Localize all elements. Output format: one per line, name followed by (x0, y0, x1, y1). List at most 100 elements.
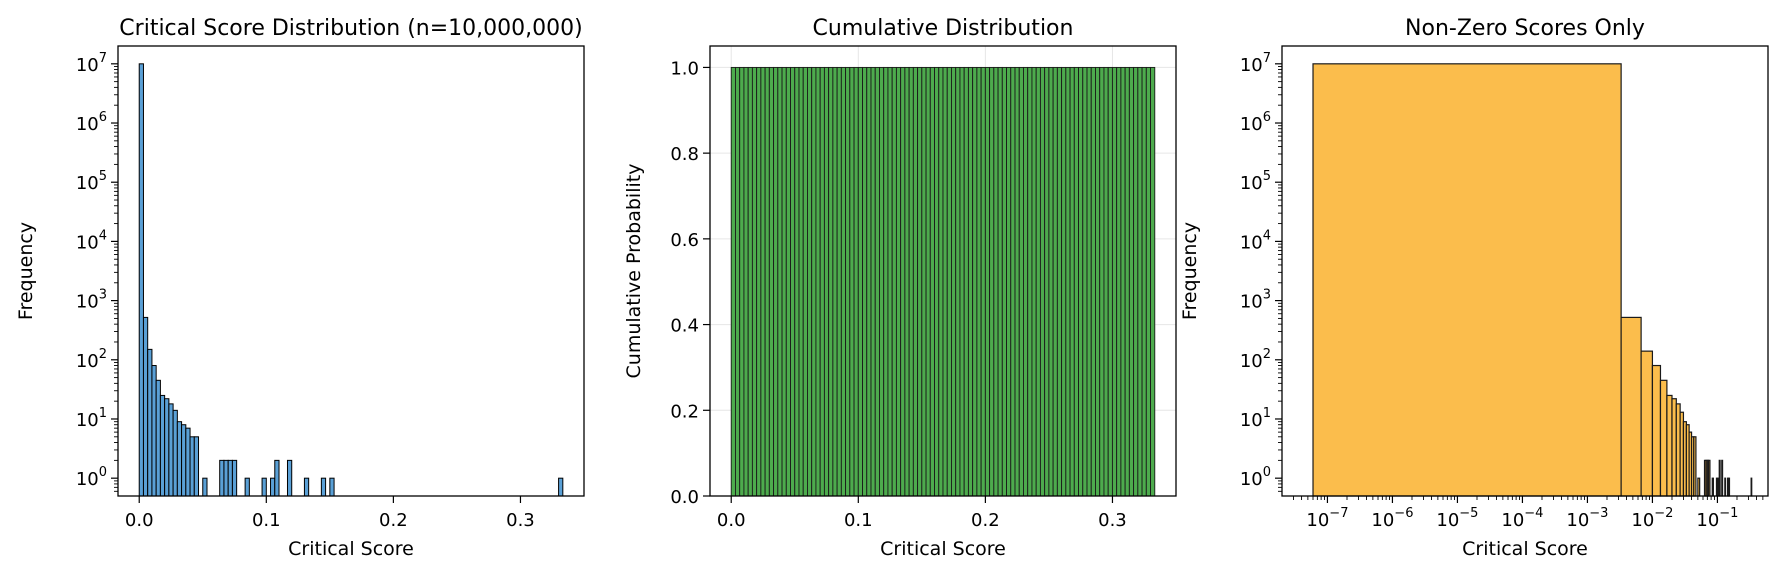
bar (138, 63, 144, 497)
x-axis-label: Critical Score (880, 538, 1006, 560)
bar (963, 66, 969, 497)
bar (189, 436, 195, 497)
bar (1090, 66, 1096, 497)
bar (1666, 394, 1673, 497)
chart-title: Critical Score Distribution (n=10,000,00… (119, 16, 582, 41)
bar (1671, 398, 1677, 497)
bar (874, 66, 880, 497)
bar (286, 459, 293, 497)
bar (976, 66, 982, 497)
bar (1721, 459, 1724, 497)
y-tick-label: 102 (1240, 347, 1271, 372)
bar (1312, 63, 1622, 497)
x-tick-label: 0.2 (971, 510, 1000, 531)
bar (984, 66, 991, 497)
bar (1728, 477, 1731, 497)
bar (1659, 379, 1668, 497)
y-tick-label: 100 (1240, 465, 1271, 490)
bar (997, 66, 1003, 497)
bars (1312, 63, 1753, 497)
x-axis: 0.0 0.1 0.2 0.3 (125, 496, 535, 531)
bar (735, 66, 741, 497)
y-axis-label: Cumulative Probability (623, 164, 645, 379)
bar (1006, 66, 1012, 497)
bar (181, 424, 187, 497)
bar (1133, 66, 1139, 497)
bar (891, 66, 897, 497)
bar (1035, 66, 1041, 497)
bar (739, 66, 745, 497)
chart-title: Cumulative Distribution (813, 16, 1074, 41)
x-tick-label: 10−1 (1696, 506, 1738, 531)
y-tick-label: 0.6 (670, 230, 699, 251)
y-tick-label: 100 (76, 465, 107, 490)
y-axis: 100 101 102 103 104 105 106 107 (76, 51, 118, 492)
x-axis: 0.0 0.1 0.2 0.3 (717, 496, 1127, 531)
bar (185, 427, 191, 497)
bar (1014, 66, 1020, 497)
y-tick-label: 104 (1240, 228, 1271, 253)
bar (768, 66, 775, 497)
bar (176, 421, 183, 497)
bar (155, 379, 161, 497)
axes-frame (709, 45, 1177, 497)
bar (1726, 477, 1729, 497)
x-tick-label: 0.1 (844, 510, 873, 531)
bar (989, 66, 995, 497)
bar (862, 66, 868, 497)
bar (828, 66, 834, 497)
bar (320, 477, 327, 497)
y-tick-label: 104 (76, 228, 107, 253)
bar (1124, 66, 1130, 497)
y-tick-label: 103 (76, 288, 107, 313)
bar (223, 459, 229, 497)
bar (1010, 66, 1016, 497)
bar (1103, 66, 1109, 497)
y-axis-label: Frequency (1179, 222, 1201, 320)
y-tick-label: 107 (76, 51, 107, 76)
bar (993, 66, 999, 497)
y-tick-label: 0.2 (670, 401, 699, 422)
y-tick-label: 103 (1240, 288, 1271, 313)
bars (138, 63, 564, 497)
bar (168, 403, 174, 497)
x-tick-label: 0.2 (379, 510, 408, 531)
bar (1150, 66, 1156, 497)
bar (1128, 66, 1135, 497)
bar (159, 394, 166, 497)
y-tick-label: 0.8 (670, 144, 699, 165)
bar (142, 316, 149, 497)
x-axis-label: Critical Score (1462, 538, 1588, 560)
bar (1061, 66, 1067, 497)
bar (270, 477, 276, 497)
bar (857, 66, 863, 497)
x-tick-label: 0.3 (1098, 510, 1127, 531)
y-tick-label: 105 (76, 169, 107, 194)
y-tick-label: 1.0 (670, 58, 699, 79)
bar (1086, 66, 1092, 497)
bar (1697, 477, 1701, 497)
bar (558, 477, 564, 497)
bar (883, 66, 889, 497)
x-tick-label: 10−6 (1371, 506, 1413, 531)
bar (1107, 66, 1113, 497)
y-axis: 100 101 102 103 104 105 106 107 (1240, 51, 1282, 492)
bar (1640, 350, 1654, 497)
bar (1027, 66, 1033, 497)
y-tick-label: 0.4 (670, 316, 699, 337)
bar (1065, 66, 1071, 497)
x-tick-label: 0.1 (252, 510, 281, 531)
bar (832, 66, 838, 497)
y-tick-label: 106 (76, 110, 107, 135)
x-tick-label: 0.0 (717, 510, 746, 531)
bar (227, 459, 233, 497)
bar (147, 348, 153, 497)
chart-panel-2: 0.0 0.1 0.2 0.3 0.0 0.2 0.4 0.6 0.8 1.0 Cumulative… (623, 16, 1177, 560)
bar (845, 66, 851, 497)
bar (908, 66, 914, 497)
bar (1031, 66, 1037, 497)
y-tick-label: 106 (1240, 110, 1271, 135)
y-tick-label: 102 (76, 347, 107, 372)
bar (730, 66, 736, 497)
bar (870, 66, 876, 497)
